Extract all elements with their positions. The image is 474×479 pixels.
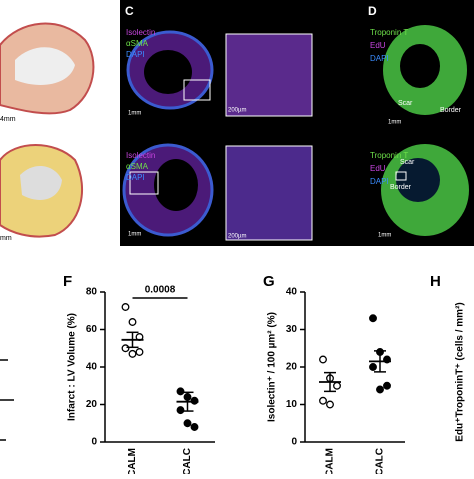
- data-point: [176, 406, 185, 415]
- stain-label: Troponin T: [370, 28, 408, 37]
- axis-title: Infarct : LV Volume (%): [67, 313, 78, 421]
- data-point: [135, 348, 144, 356]
- region-label: Border: [440, 107, 462, 114]
- panel-d: D Troponin T EdU DAPI Scar Border 1mm Tr…: [368, 4, 469, 239]
- panel-letter: C: [125, 4, 134, 18]
- data-point: [128, 318, 137, 326]
- x-tick-label: CALC: [375, 448, 386, 474]
- y-tick-label: 0: [91, 437, 97, 448]
- data-point: [190, 396, 199, 405]
- y-tick-label: 80: [86, 287, 98, 298]
- histology-panel: 4mm mm: [0, 22, 95, 242]
- y-tick-label: 30: [286, 324, 298, 335]
- y-tick-label: 20: [86, 399, 98, 410]
- data-point: [183, 419, 192, 428]
- scale-label: 1mm: [128, 232, 141, 238]
- data-point: [121, 303, 130, 311]
- panel-letter: D: [368, 4, 377, 18]
- region-label: Border: [390, 184, 412, 191]
- panel-letter: G: [263, 273, 275, 290]
- data-point: [190, 423, 199, 431]
- stain-label: Isolectin: [126, 28, 155, 37]
- axis-title: Isolectin⁺ / 100 µm² (%): [267, 312, 278, 422]
- data-point: [376, 385, 384, 394]
- stain-label: Troponin T: [370, 151, 408, 160]
- y-tick-label: 60: [86, 324, 98, 335]
- stain-label: DAPI: [126, 173, 145, 182]
- y-tick-label: 40: [286, 287, 298, 298]
- data-point: [333, 381, 341, 390]
- panel-c: C Isolectin αSMA DAPI 1mm 200µm Isolecti…: [122, 4, 313, 241]
- stain-label: Isolectin: [126, 151, 155, 160]
- stain-label: αSMA: [126, 162, 149, 171]
- y-tick-label: 10: [286, 399, 298, 410]
- partial-axis: [0, 359, 14, 441]
- panel-letter: F: [63, 273, 72, 290]
- data-point: [319, 355, 327, 364]
- data-point: [326, 400, 334, 409]
- scale-label: 4mm: [0, 116, 16, 123]
- axis-title: Edu⁺TroponinT⁺ (cells / mm²): [455, 302, 466, 441]
- scale-label: mm: [0, 235, 12, 242]
- scale-label: 200µm: [228, 234, 246, 240]
- stain-label: αSMA: [126, 39, 149, 48]
- panel-letter: H: [430, 273, 441, 290]
- data-point: [369, 363, 377, 371]
- data-point: [121, 344, 130, 353]
- region-label: Scar: [398, 100, 413, 107]
- x-tick-label: CALM: [325, 448, 336, 474]
- stain-label: DAPI: [126, 50, 145, 59]
- data-point: [383, 381, 391, 390]
- data-point: [176, 387, 185, 396]
- stain-label: EdU: [370, 41, 386, 50]
- region-label: Scar: [400, 159, 415, 166]
- scale-label: 200µm: [228, 108, 246, 114]
- y-tick-label: 0: [291, 437, 297, 448]
- x-tick-label: CALM: [127, 448, 138, 474]
- scale-label: 1mm: [388, 120, 401, 126]
- y-tick-label: 20: [286, 362, 298, 373]
- data-point: [369, 314, 377, 323]
- p-value: 0.0008: [145, 285, 176, 296]
- stain-label: EdU: [370, 164, 386, 173]
- scale-label: 1mm: [378, 233, 391, 239]
- scale-label: 1mm: [128, 111, 141, 117]
- y-tick-label: 40: [86, 362, 98, 373]
- data-point: [319, 396, 327, 405]
- stain-label: DAPI: [370, 177, 389, 186]
- data-point: [128, 349, 137, 358]
- stain-label: DAPI: [370, 54, 389, 63]
- x-tick-label: CALC: [182, 448, 193, 474]
